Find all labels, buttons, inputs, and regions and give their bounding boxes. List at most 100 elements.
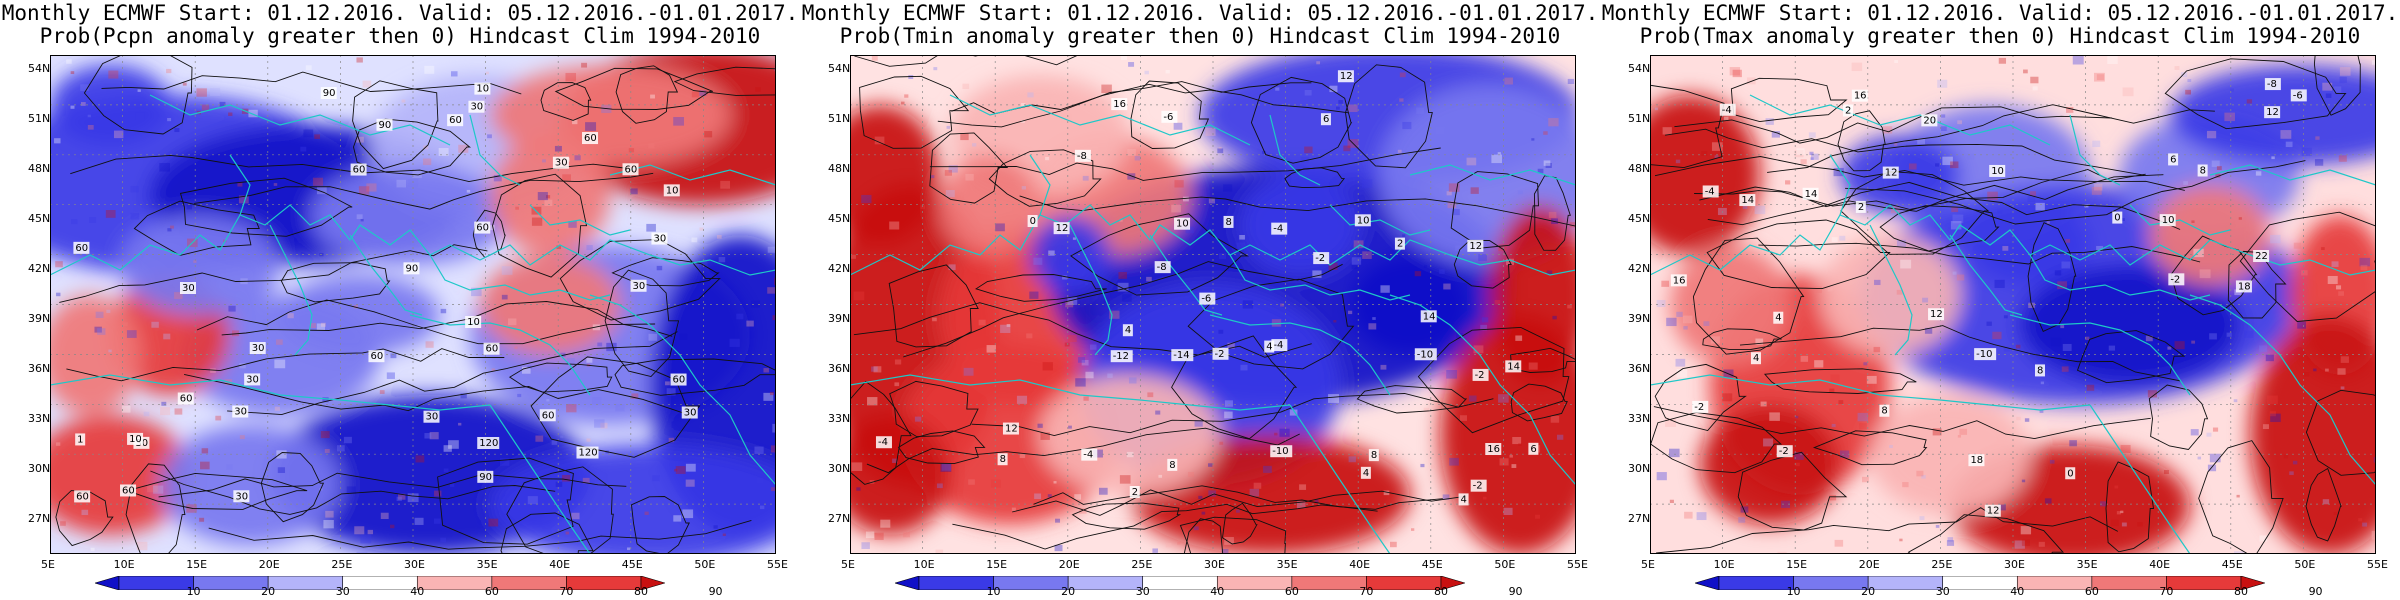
lon-tick-label: 55E — [1567, 558, 1588, 571]
svg-text:22: 22 — [2255, 251, 2268, 262]
contour-label: 60 — [447, 114, 464, 127]
contour-label: 12 — [2264, 106, 2281, 119]
contour-label: -6 — [1161, 110, 1178, 123]
svg-text:90: 90 — [378, 120, 391, 131]
probability-map: -10 -8 -6 -4 -2 0 2 -2 -4 0 2 4 6 8 10 12 14 16 18 20 22 12 8 4… — [1650, 55, 2376, 554]
svg-text:16: 16 — [1673, 275, 1686, 286]
svg-text:60: 60 — [370, 351, 383, 362]
contour-label: 10 — [2159, 214, 2176, 227]
contour-label: 14 — [1505, 360, 1522, 373]
svg-text:-4: -4 — [1705, 186, 1715, 197]
contour-label: 16 — [1111, 98, 1128, 111]
contour-label: -2 — [1472, 368, 1489, 381]
probability-field — [850, 55, 1576, 554]
svg-text:8: 8 — [1371, 450, 1377, 461]
svg-text:4: 4 — [1461, 494, 1467, 505]
svg-text:30: 30 — [234, 407, 247, 418]
lat-tick-label: 27N — [1628, 511, 1651, 525]
contour-label: 10 — [474, 82, 491, 95]
contour-label: 10 — [127, 432, 144, 445]
lat-tick-label: 36N — [1628, 361, 1651, 375]
lon-tick-label: 45E — [2221, 558, 2243, 571]
contour-label: 12 — [1002, 422, 1019, 435]
lon-tick-label: 30E — [2004, 558, 2025, 571]
contour-label: 22 — [2253, 250, 2270, 263]
colorbar-tick-label: 20 — [1061, 585, 1076, 598]
contour-label: 8 — [1223, 215, 1234, 228]
colorbar-tick-label: 60 — [2084, 585, 2099, 598]
panel-tmin: Monthly ECMWF Start: 01.12.2016. Valid: … — [800, 0, 1600, 600]
lat-tick-label: 30N — [28, 461, 51, 475]
colorbar-tick-label: 90 — [2308, 585, 2323, 598]
contour-label: 12 — [1053, 222, 1070, 235]
svg-text:12: 12 — [1469, 241, 1482, 252]
contour-label: -2 — [1692, 400, 1709, 413]
contour-label: 90 — [477, 470, 494, 483]
contour-label: 30 — [681, 406, 698, 419]
lon-tick-label: 25E — [1131, 558, 1153, 571]
svg-text:60: 60 — [180, 394, 193, 405]
contour-label: 2 — [1129, 486, 1140, 499]
contour-label: 10 — [1174, 217, 1191, 230]
contour-label: 60 — [120, 484, 137, 497]
lon-tick-label: 25E — [1931, 558, 1953, 571]
colorbar-tick-label: 40 — [2010, 585, 2025, 598]
contour-label: 30 — [468, 100, 485, 113]
contour-label: 6 — [1320, 113, 1331, 126]
svg-text:18: 18 — [1970, 455, 1983, 466]
contour-label: -6 — [2290, 89, 2307, 102]
svg-text:4: 4 — [1266, 342, 1272, 353]
lat-tick-label: 30N — [1628, 461, 1651, 475]
probability-map: 60 60 30 60 30 120 60 30 60 30 60 90 30 60 30 90 60 30 60 9… — [50, 55, 776, 554]
contour-label: 18 — [2235, 280, 2252, 293]
lat-tick-label: 39N — [1628, 311, 1651, 325]
contour-label: 0 — [1027, 215, 1038, 228]
contour-label: 30 — [423, 410, 440, 423]
contour-label: 16 — [1670, 274, 1687, 287]
svg-text:90: 90 — [323, 88, 336, 99]
svg-text:60: 60 — [584, 133, 597, 144]
contour-label: 12 — [1882, 166, 1899, 179]
contour-label: -10 — [1270, 445, 1293, 458]
svg-text:10: 10 — [1176, 219, 1189, 230]
svg-text:10: 10 — [666, 185, 679, 196]
svg-text:8: 8 — [1000, 454, 1006, 465]
contour-label: 6 — [1528, 442, 1539, 455]
contour-label: 4 — [1773, 311, 1784, 324]
probability-map: -14 -12 -10 -8 -6 -4 -2 0 2 4 6 8 10 12 14 16 -4 -2 -8 -6 -1… — [850, 55, 1576, 554]
contour-label: 0 — [2112, 211, 2123, 224]
svg-text:120: 120 — [578, 448, 597, 459]
contour-label: 30 — [232, 405, 249, 418]
contour-label: -4 — [1719, 103, 1736, 116]
contour-label: 6 — [2168, 153, 2179, 166]
svg-text:10: 10 — [1357, 215, 1370, 226]
contour-label: 1 — [75, 433, 86, 446]
probability-field — [50, 55, 776, 554]
lat-tick-label: 27N — [828, 511, 851, 525]
contour-label: 20 — [1921, 114, 1938, 127]
contour-label: 90 — [403, 262, 420, 275]
lon-tick-label: 30E — [1204, 558, 1225, 571]
svg-text:16: 16 — [1487, 444, 1500, 455]
contour-label: 4 — [1750, 352, 1761, 365]
colorbar-tick-label: 20 — [261, 585, 276, 598]
lon-tick-label: 10E — [1713, 558, 1735, 571]
lat-tick-label: 54N — [28, 62, 51, 75]
svg-text:12: 12 — [2266, 107, 2279, 118]
lat-tick-label: 33N — [1628, 411, 1651, 425]
colorbar-tick-label: 60 — [484, 585, 499, 598]
panel-title-line1: Monthly ECMWF Start: 01.12.2016. Valid: … — [1, 1, 799, 25]
lat-tick-label: 54N — [1628, 62, 1651, 75]
svg-text:0: 0 — [2114, 213, 2120, 224]
lat-tick-label: 42N — [28, 261, 51, 275]
colorbar-swatches — [93, 575, 667, 591]
svg-text:30: 30 — [653, 234, 666, 245]
lat-tick-label: 51N — [828, 111, 851, 125]
colorbar-tick-label: 10 — [1786, 585, 1801, 598]
contour-label: 10 — [663, 184, 680, 197]
contour-label: 30 — [552, 156, 569, 169]
contour-label: -8 — [1154, 261, 1171, 274]
svg-text:10: 10 — [476, 84, 489, 95]
contour-label: 60 — [368, 350, 385, 363]
contour-label: 8 — [1167, 458, 1178, 471]
